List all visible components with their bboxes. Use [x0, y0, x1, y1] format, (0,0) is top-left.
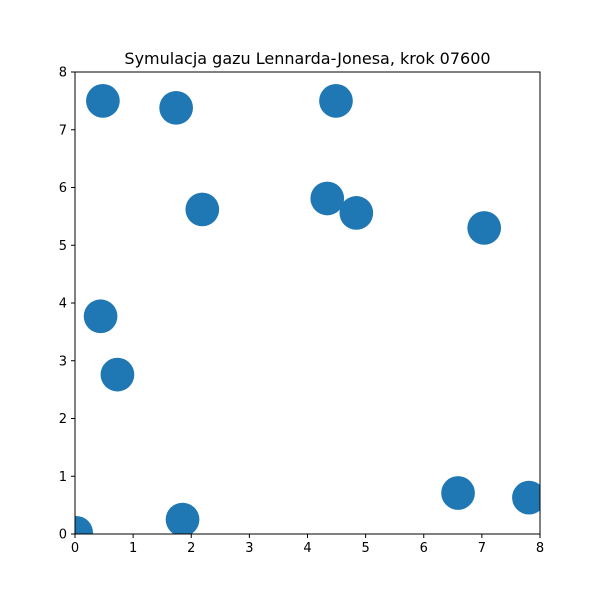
- x-tick-label: 3: [245, 541, 253, 556]
- particle-point-6: [339, 196, 374, 230]
- particle-point-2: [159, 90, 193, 125]
- particle-point-1: [86, 84, 120, 118]
- y-axis: 0 1 2 3 4 5 6 7 8: [59, 66, 75, 543]
- x-tick-label: 2: [187, 541, 195, 556]
- x-tick-label: 5: [361, 541, 369, 556]
- particle-point-3: [319, 84, 353, 118]
- particle-point-7: [467, 211, 502, 245]
- plot-frame: [74, 71, 541, 535]
- y-tick-label: 1: [59, 470, 67, 485]
- particle-point-8: [83, 299, 118, 334]
- particle-point-10: [441, 476, 475, 510]
- y-tick-label: 0: [59, 528, 67, 543]
- x-tick-label: 7: [478, 541, 486, 556]
- particle-point-4: [185, 192, 220, 227]
- y-tick-label: 3: [59, 354, 67, 369]
- x-tick-label: 4: [303, 541, 311, 556]
- y-tick-label: 4: [59, 297, 67, 312]
- particle-point-12: [165, 502, 200, 534]
- x-tick-label: 8: [536, 541, 544, 556]
- particle-point-5: [310, 181, 345, 216]
- y-tick-label: 8: [59, 66, 67, 81]
- x-tick-label: 6: [420, 541, 428, 556]
- points-layer: [75, 84, 540, 534]
- x-tick-label: 1: [129, 541, 137, 556]
- y-tick-label: 6: [59, 181, 67, 196]
- x-tick-label: 0: [71, 541, 79, 556]
- y-tick-label: 2: [59, 412, 67, 427]
- chart-title: Symulacja gazu Lennarda-Jonesa, krok 076…: [124, 49, 490, 68]
- x-axis: 0 1 2 3 4 5 6 7 8: [71, 534, 544, 556]
- particle-point-11: [512, 480, 540, 515]
- y-tick-label: 7: [59, 123, 67, 138]
- particle-point-13: [75, 515, 94, 534]
- y-tick-label: 5: [59, 239, 67, 254]
- particle-point-9: [100, 357, 135, 392]
